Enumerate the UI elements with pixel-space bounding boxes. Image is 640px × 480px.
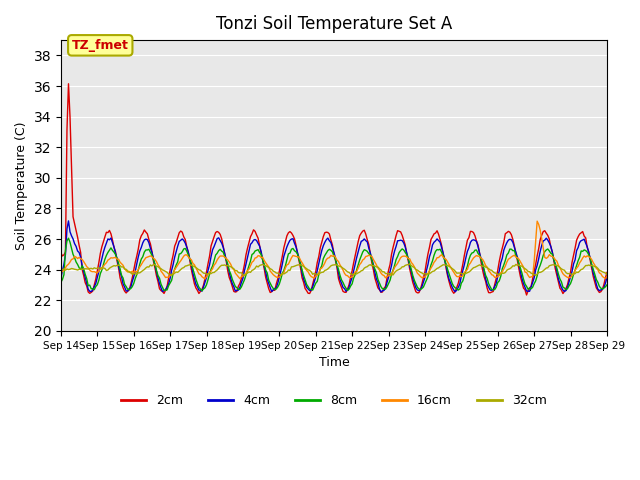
16cm [72,254,80,260]
32cm [532,273,540,278]
8cm [198,288,206,294]
Line: 16cm: 16cm [61,221,607,279]
32cm [368,263,376,269]
4cm [57,276,65,281]
32cm [159,267,166,273]
Line: 32cm: 32cm [61,264,607,276]
2cm [160,290,168,296]
32cm [603,272,611,277]
Text: TZ_fmet: TZ_fmet [72,39,129,52]
8cm [603,282,611,288]
32cm [398,264,406,270]
16cm [388,272,396,277]
16cm [533,218,541,224]
Y-axis label: Soil Temperature (C): Soil Temperature (C) [15,121,28,250]
4cm [74,248,81,254]
4cm [377,289,385,295]
32cm [386,271,394,276]
16cm [159,270,166,276]
32cm [540,268,547,274]
8cm [371,266,379,272]
2cm [523,292,531,298]
4cm [369,262,377,267]
8cm [74,262,81,267]
4cm [603,275,611,281]
4cm [540,238,547,244]
16cm [369,257,377,263]
2cm [540,228,547,234]
16cm [603,275,611,280]
X-axis label: Time: Time [319,356,349,369]
16cm [201,276,209,282]
4cm [160,288,168,294]
2cm [400,238,408,243]
Legend: 2cm, 4cm, 8cm, 16cm, 32cm: 2cm, 4cm, 8cm, 16cm, 32cm [116,389,552,412]
2cm [603,270,611,276]
32cm [406,261,413,267]
4cm [389,254,397,260]
8cm [57,279,65,285]
8cm [389,267,397,273]
8cm [540,252,547,258]
Line: 8cm: 8cm [61,238,607,291]
2cm [388,251,396,257]
2cm [369,267,377,273]
16cm [540,245,547,251]
2cm [57,250,65,256]
32cm [57,267,65,273]
8cm [65,235,72,241]
8cm [401,250,409,255]
Line: 4cm: 4cm [61,221,607,292]
4cm [65,218,72,224]
Title: Tonzi Soil Temperature Set A: Tonzi Soil Temperature Set A [216,15,452,33]
16cm [400,253,408,259]
Line: 2cm: 2cm [61,84,607,295]
32cm [72,266,80,272]
16cm [57,269,65,275]
2cm [65,81,72,87]
4cm [401,244,409,250]
2cm [74,234,81,240]
8cm [160,288,168,293]
